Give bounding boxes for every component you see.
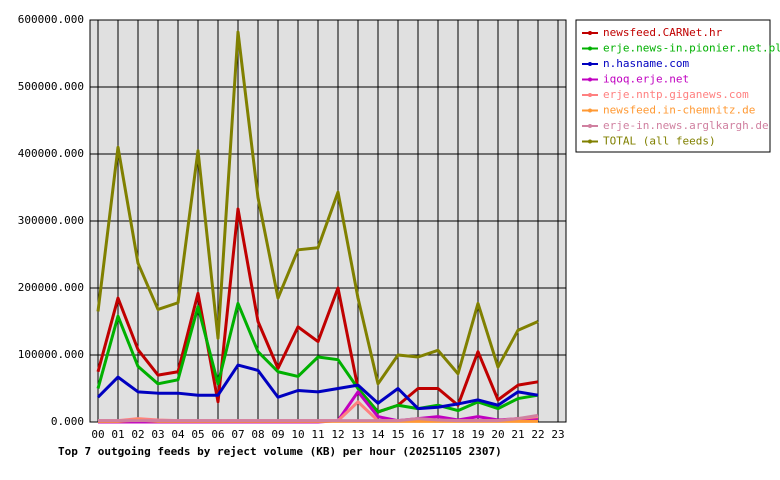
series-line (98, 413, 539, 423)
x-tick-label: 16 (411, 428, 424, 441)
x-tick-label: 04 (171, 428, 185, 441)
legend-marker (588, 124, 592, 128)
y-tick-label: 300000.000 (18, 214, 84, 227)
x-tick-label: 08 (251, 428, 264, 441)
x-tick-label: 22 (531, 428, 544, 441)
legend-label: erje.nntp.giganews.com (603, 88, 749, 101)
legend-marker (588, 108, 592, 113)
x-tick-label: 02 (131, 428, 144, 441)
x-tick-label: 12 (331, 428, 344, 441)
x-tick-label: 06 (211, 428, 224, 441)
legend-marker (588, 139, 592, 144)
legend-marker (588, 93, 592, 97)
x-tick-label: 20 (491, 428, 504, 441)
legend-marker (588, 46, 592, 51)
legend-label: newsfeed.CARNet.hr (603, 26, 723, 39)
x-tick-label: 13 (351, 428, 364, 441)
x-tick-label: 11 (311, 428, 324, 441)
legend-label: iqoq.erje.net (603, 73, 689, 86)
x-tick-label: 09 (271, 428, 284, 441)
x-tick-label: 01 (111, 428, 124, 441)
legend-label: erje-in.news.arglkargh.de (603, 119, 769, 132)
x-tick-label: 05 (191, 428, 204, 441)
series-line (96, 363, 539, 411)
x-tick-label: 10 (291, 428, 304, 441)
legend-marker (588, 62, 592, 66)
x-tick-label: 00 (91, 428, 104, 441)
legend-label: n.hasname.com (603, 57, 689, 70)
series-line (96, 207, 539, 414)
x-tick-label: 23 (551, 428, 564, 441)
x-tick-label: 18 (451, 428, 464, 441)
x-tick-label: 03 (151, 428, 164, 441)
x-tick-label: 14 (371, 428, 385, 441)
legend-marker (588, 31, 592, 35)
x-tick-label: 19 (471, 428, 484, 441)
y-tick-label: 0.000 (51, 415, 84, 428)
y-tick-label: 600000.000 (18, 13, 84, 26)
y-tick-label: 100000.000 (18, 348, 84, 361)
x-tick-label: 21 (511, 428, 524, 441)
y-tick-label: 500000.000 (18, 80, 84, 93)
chart-title: Top 7 outgoing feeds by reject volume (K… (58, 445, 502, 458)
x-tick-label: 15 (391, 428, 404, 441)
y-tick-label: 400000.000 (18, 147, 84, 160)
series-line (96, 30, 539, 386)
legend-label: TOTAL (all feeds) (603, 135, 716, 148)
x-tick-label: 07 (231, 428, 244, 441)
x-tick-label: 17 (431, 428, 444, 441)
legend-marker (588, 77, 592, 82)
legend-label: newsfeed.in-chemnitz.de (603, 104, 755, 117)
legend-label: erje.news-in.pionier.net.pl (603, 42, 780, 55)
series-line (96, 301, 539, 414)
legend (575, 19, 771, 153)
y-tick-label: 200000.000 (18, 281, 84, 294)
